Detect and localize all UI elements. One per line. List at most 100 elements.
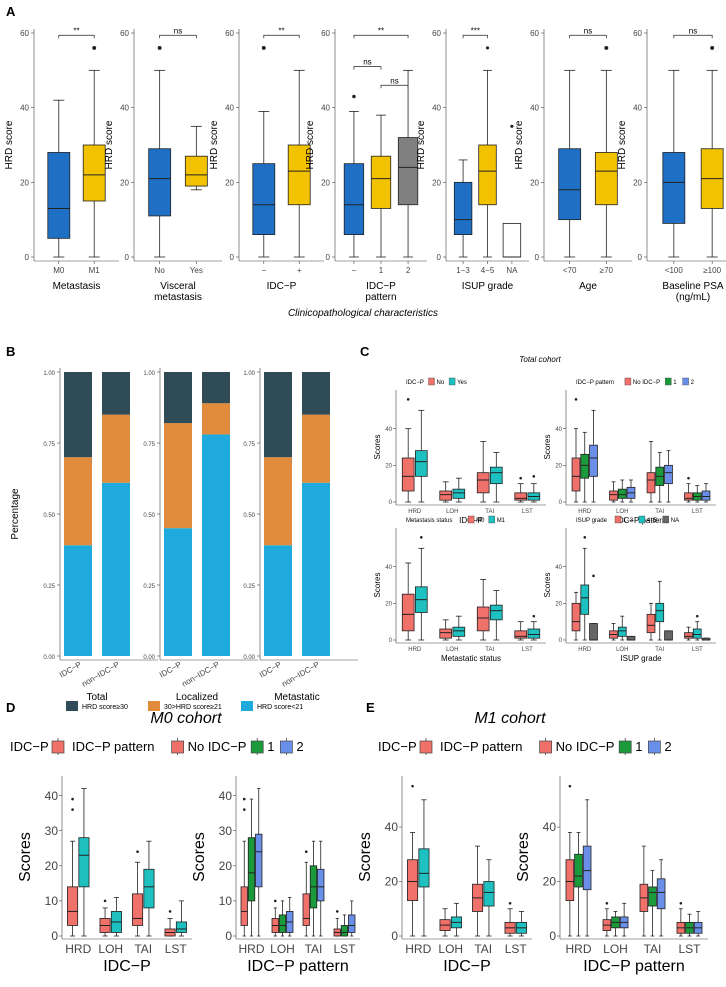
x-tick-label-lst: LST <box>505 942 528 956</box>
y-tick-label-20: 20 <box>633 178 642 187</box>
box-tai-series-1-box <box>490 466 503 485</box>
y-tick-label-60: 60 <box>432 29 441 38</box>
panel-c-legend-1: IDC−P pattern No IDC−P 1 2 <box>576 377 695 386</box>
bar-non-idc-p-ge30 <box>102 372 130 415</box>
box-tai-series-1-box <box>483 881 495 907</box>
panel-a-subplot-metastasis: 0 20 40 60 HRD score M0 M1 Metastasis ** <box>4 26 119 292</box>
box-hrd-series-1-box <box>415 450 428 477</box>
y-tick-label-30: 30 <box>219 824 233 838</box>
legend-swatch-0 <box>66 701 78 711</box>
x-tick-label-70: ≥70 <box>600 266 614 275</box>
box-tai-series-0-box <box>132 893 144 926</box>
legend-swatch-1-0 <box>171 740 184 754</box>
box-70-outlier-0 <box>604 45 609 50</box>
legend-swatch-1 <box>148 701 160 711</box>
x-tick-label-x: − <box>352 266 357 275</box>
x-axis-title: IDC−P pattern <box>365 281 396 303</box>
y-tick-label-0: 0 <box>437 253 442 262</box>
box-hrd-series-0-outlier-0 <box>568 784 572 788</box>
x-axis-title-line-2: metastasis <box>154 292 202 303</box>
legend-swatch-1 <box>665 377 672 386</box>
x-tick-label-tai: TAI <box>485 647 494 653</box>
x-tick-label-hrd: HRD <box>566 942 592 956</box>
legend-label-1: M1 <box>497 518 506 524</box>
legend-swatch-1 <box>448 377 456 386</box>
y-axis-title: HRD score <box>209 120 220 169</box>
y-tick-label-0-50: 0.50 <box>243 513 255 519</box>
bar-idc-p-mid <box>264 457 292 546</box>
y-tick-label-20: 20 <box>555 463 562 469</box>
y-tick-label-20: 20 <box>543 875 557 889</box>
y-tick-label-0-75: 0.75 <box>43 442 55 448</box>
legend-label-0: No <box>437 380 445 386</box>
bar-non-idc-p-mid <box>202 403 230 435</box>
x-tick-label-non-idc-p: non−IDC−P <box>180 660 221 689</box>
box-tai-series-0-box <box>646 472 656 494</box>
y-tick-label-40: 40 <box>555 427 562 433</box>
legend-title-1: IDC−P pattern <box>440 739 523 754</box>
y-axis-title: HRD score <box>514 120 525 169</box>
panel-a-subplot-visceral-metastasis: 0 20 40 60 HRD score No Yes Visceral metastasis n… <box>104 26 222 303</box>
box-x-box <box>287 144 311 206</box>
bar-non-idc-p-ge30 <box>202 372 230 404</box>
y-tick-label-40: 40 <box>432 104 441 113</box>
y-tick-label-0-25: 0.25 <box>143 584 155 590</box>
legend-label-0: M0 <box>476 518 485 524</box>
panel-c-grouped-boxplots: 02040ScoresHRDLOHTAILSTIDC−PIDC−PNoYes02… <box>373 377 716 663</box>
panel-d-grouped-boxplots: 0 10 20 30 40 Scores HRD LOH TAI LST IDC−P 0 10 20 30 4… <box>10 738 360 975</box>
x-axis-title-line-1: Baseline PSA <box>662 281 723 292</box>
y-tick-label-20: 20 <box>432 178 441 187</box>
box-lst-series-0-box <box>684 632 693 639</box>
x-tick-label-lst: LST <box>522 509 533 515</box>
x-tick-label-tai: TAI <box>655 647 664 653</box>
y-tick-label-0: 0 <box>225 929 232 943</box>
legend-swatch-1-1 <box>618 740 632 754</box>
y-tick-label-20: 20 <box>219 859 233 873</box>
y-tick-label-60: 60 <box>530 29 539 38</box>
box-70-box <box>594 152 618 206</box>
box-no-box <box>148 148 172 217</box>
y-tick-label-40: 40 <box>385 565 392 571</box>
box-x-box <box>252 163 276 236</box>
x-tick-label-tai: TAI <box>655 509 664 515</box>
legend-swatch-2 <box>241 701 253 711</box>
x-tick-label-2: 2 <box>406 266 411 275</box>
legend-swatch-0-0 <box>51 740 65 754</box>
y-tick-label-30: 30 <box>45 824 59 838</box>
box-lst-series-2-box <box>701 490 711 501</box>
x-tick-label-x: − <box>261 266 266 275</box>
x-tick-label-70: <70 <box>563 266 577 275</box>
y-tick-label-0-25: 0.25 <box>243 584 255 590</box>
legend-swatch-1-0 <box>539 740 552 754</box>
significance-label-1: ns <box>390 76 398 85</box>
y-tick-label-20: 20 <box>225 178 234 187</box>
x-tick-label-x: + <box>297 266 302 275</box>
bar-idc-p-mid <box>164 423 192 529</box>
y-tick-label-10: 10 <box>45 894 59 908</box>
y-tick-label-0-75: 0.75 <box>243 442 255 448</box>
bar-idc-p-ge30 <box>264 372 292 458</box>
y-tick-label-0: 0 <box>559 500 563 506</box>
legend-swatch-0 <box>467 515 475 524</box>
box-100-outlier-0 <box>710 45 715 50</box>
bar-idc-p-lt21 <box>64 545 92 656</box>
panel-c-title: Total cohort <box>519 355 561 364</box>
y-tick-label-40: 40 <box>555 565 562 571</box>
y-tick-label-20: 20 <box>555 601 562 607</box>
box-hrd-series-0-outlier-1 <box>242 797 246 801</box>
box-hrd-series-2-box <box>589 623 598 641</box>
panel-b-y-axis-title: Percentage <box>10 488 21 540</box>
box-4-5-outlier-0 <box>485 46 490 50</box>
box-hrd-series-0-box <box>407 859 419 901</box>
x-tick-label-non-idc-p: non−IDC−P <box>280 660 321 689</box>
box-70-box <box>558 148 582 221</box>
x-axis-title: ISUP grade <box>462 281 514 292</box>
box-hrd-series-0-outlier-0 <box>242 808 246 811</box>
significance-label-0: ns <box>174 26 182 35</box>
box-tai-series-1-box <box>143 868 155 909</box>
significance-bracket-0 <box>159 34 197 39</box>
box-hrd-series-0-box <box>401 593 415 632</box>
y-tick-label-20: 20 <box>45 859 59 873</box>
